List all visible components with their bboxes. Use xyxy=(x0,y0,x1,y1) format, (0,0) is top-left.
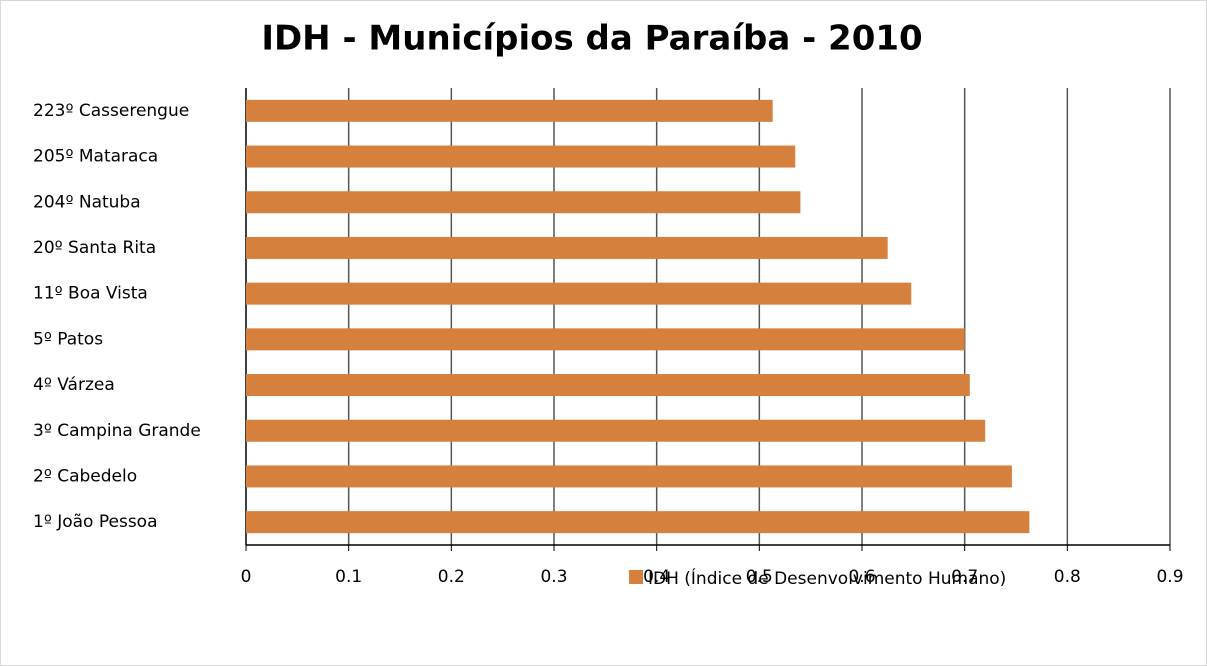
x-tick-label: 0.5 xyxy=(746,567,773,587)
x-tick-label: 0.1 xyxy=(335,567,362,587)
bar xyxy=(246,511,1030,534)
x-tick-label: 0.6 xyxy=(848,567,875,587)
y-tick-label: 4º Várzea xyxy=(33,375,115,395)
bar xyxy=(246,465,1012,488)
y-tick-label: 205º Mataraca xyxy=(33,147,158,167)
x-tick-label: 0 xyxy=(241,567,252,587)
x-tick-label: 0.7 xyxy=(951,567,978,587)
legend-label: IDH (Índice de Desenvolvimento Humano) xyxy=(648,567,1006,589)
x-tick-label: 0.9 xyxy=(1156,567,1183,587)
bar xyxy=(246,99,773,122)
bar xyxy=(246,374,970,397)
bar xyxy=(246,145,796,168)
bar xyxy=(246,419,986,442)
y-tick-label: 1º João Pessoa xyxy=(33,512,158,532)
y-tick-label: 5º Patos xyxy=(33,329,103,349)
y-tick-label: 204º Natuba xyxy=(33,192,141,212)
chart-title: IDH - Municípios da Paraíba - 2010 xyxy=(261,19,922,59)
bar xyxy=(246,236,888,259)
y-tick-label: 2º Cabedelo xyxy=(33,466,137,486)
bar xyxy=(246,282,912,305)
x-tick-label: 0.4 xyxy=(643,567,670,587)
y-tick-label: 20º Santa Rita xyxy=(33,238,156,258)
bar xyxy=(246,328,965,351)
x-tick-label: 0.2 xyxy=(438,567,465,587)
y-tick-label: 223º Casserengue xyxy=(33,101,189,121)
x-tick-label: 0.8 xyxy=(1054,567,1081,587)
legend-swatch xyxy=(629,570,643,584)
y-tick-label: 11º Boa Vista xyxy=(33,284,148,304)
x-tick-label: 0.3 xyxy=(540,567,567,587)
bar xyxy=(246,191,801,214)
y-tick-label: 3º Campina Grande xyxy=(33,421,201,441)
